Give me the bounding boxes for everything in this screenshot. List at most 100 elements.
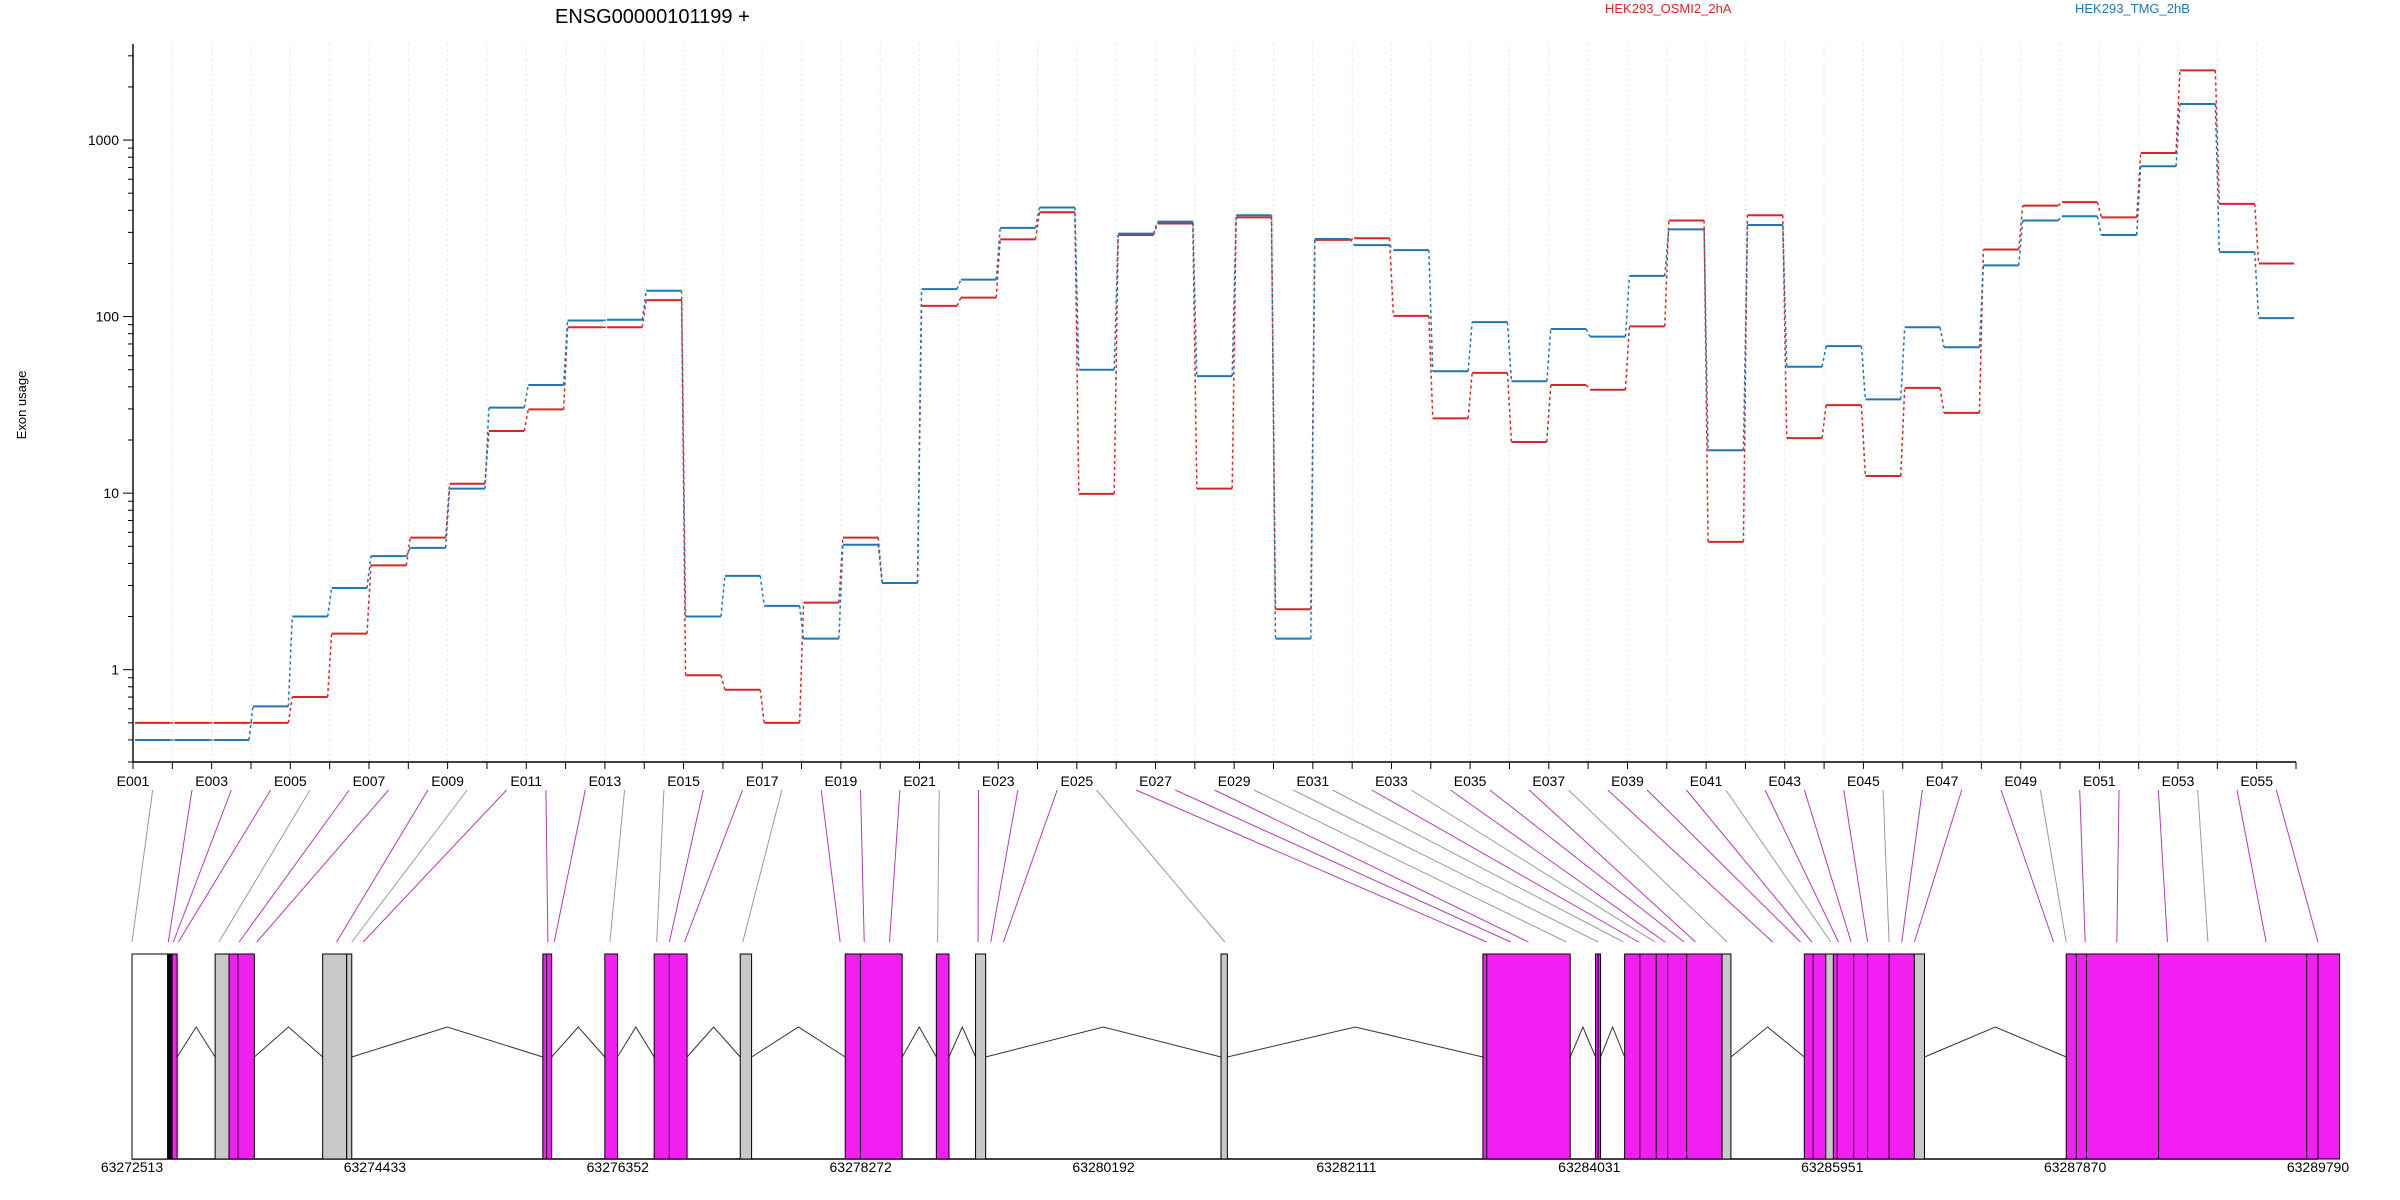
genomic-coordinate-label: 63274433 (344, 1159, 407, 1175)
connector-line (256, 789, 390, 943)
x-tick-label: E031 (1296, 773, 1329, 789)
intron-line (1569, 1025, 1596, 1058)
x-tick-label: E003 (195, 773, 228, 789)
intron-line (948, 1025, 977, 1058)
connector-line (1135, 789, 1487, 943)
connector-line (1371, 789, 1639, 943)
x-tick-label: E037 (1532, 773, 1565, 789)
series-1-step (287, 696, 294, 723)
exon-block (1624, 953, 1723, 1160)
series-1-step (2135, 152, 2142, 218)
series-2-step (1152, 221, 1159, 234)
series-2-step (877, 544, 883, 584)
series-1-step (2017, 205, 2024, 250)
connector-line (1489, 789, 1685, 943)
x-tick-label: E001 (117, 773, 150, 789)
series-2-step (484, 407, 490, 489)
x-tick-label: E043 (1768, 773, 1801, 789)
connector-line (1764, 789, 1839, 943)
x-tick-label: E025 (1061, 773, 1094, 789)
series-2-step (1664, 229, 1670, 276)
series-2-step (956, 279, 962, 290)
series-2-step (1899, 327, 1906, 400)
series-2-step (1192, 221, 1198, 377)
x-tick-label: E041 (1690, 773, 1723, 789)
intron-line (351, 1026, 543, 1058)
series-lines (135, 69, 2294, 741)
connector-line (1002, 789, 1058, 943)
series-2-step (1506, 322, 1513, 382)
genomic-coordinate-label: 63284031 (1558, 1159, 1621, 1175)
legend-entry-series-1: HEK293_OSMI2_2hA (1605, 1, 1732, 16)
connector-line (1843, 789, 1869, 943)
series-2 (135, 103, 2294, 741)
intron-line (1730, 1026, 1805, 1058)
series-1-step (720, 675, 726, 690)
connector-line (2079, 789, 2086, 943)
x-tick-label: E013 (589, 773, 622, 789)
series-2-step (523, 384, 530, 408)
exon-block (1825, 953, 1834, 1160)
connector-line (2039, 789, 2067, 943)
exon-block (1220, 953, 1228, 1160)
connector-line (2236, 789, 2267, 943)
x-tick-label: E033 (1375, 773, 1408, 789)
series-1-step (995, 239, 1001, 298)
connector-line (684, 789, 744, 943)
series-2-step (444, 488, 451, 548)
x-tick-label: E047 (1926, 773, 1959, 789)
intron-line (985, 1026, 1222, 1058)
genomic-coordinate-label: 63289790 (2287, 1159, 2350, 1175)
connector-line (1528, 789, 1696, 943)
connector-line (1332, 789, 1624, 943)
exon-block (604, 953, 618, 1160)
x-tick-label: E005 (274, 773, 307, 789)
connector-line (2116, 789, 2120, 943)
intron-line (1600, 1025, 1626, 1058)
connector-line (990, 789, 1019, 943)
intron-line (901, 1025, 937, 1058)
connector-line (2197, 789, 2209, 943)
x-tick-label: E017 (746, 773, 779, 789)
exon-block (214, 953, 230, 1160)
series-2-step (1231, 215, 1237, 377)
series-1-step (2175, 70, 2181, 154)
y-axis-label: Exon usage (14, 371, 29, 440)
series-1-step (680, 300, 687, 676)
y-tick-label: 1000 (88, 132, 119, 148)
connector-line (336, 789, 429, 943)
series-2-step (1428, 250, 1434, 372)
connector-line (1913, 789, 1963, 943)
exon-block (171, 953, 178, 1160)
connector-line (172, 789, 232, 943)
connector-line (1882, 789, 1890, 943)
exon-block (975, 953, 987, 1160)
series-2-step (1388, 244, 1395, 251)
x-tick-label: E045 (1847, 773, 1880, 789)
axes: 1 10 100 1000 E001 E003 E005 E007 E009 E011 E013 E0… (88, 44, 2297, 789)
intron-line (176, 1026, 216, 1058)
series-2-step (1113, 233, 1119, 370)
series-2-step (602, 318, 608, 322)
series-1-step (1113, 234, 1119, 494)
connector-line (2000, 789, 2055, 943)
intron-line (617, 1026, 655, 1058)
series-1-step (1388, 238, 1395, 316)
series-2-step (287, 616, 294, 707)
connector-line (131, 789, 154, 943)
connector-line (167, 789, 193, 943)
exon-block (228, 953, 255, 1160)
series-2-step (366, 555, 372, 589)
connector-line (1607, 789, 1774, 943)
chart-title: ENSG00000101199 + (555, 6, 750, 28)
connector-line (1803, 789, 1852, 943)
exon-block (1803, 953, 1827, 1160)
series-2-step (720, 575, 726, 617)
connector-line (1568, 789, 1728, 943)
series-2-step (1270, 215, 1277, 639)
series-2-step (759, 575, 765, 606)
connector-line (1725, 789, 1832, 943)
series-2-step (1624, 275, 1631, 337)
connector-line (362, 789, 507, 943)
